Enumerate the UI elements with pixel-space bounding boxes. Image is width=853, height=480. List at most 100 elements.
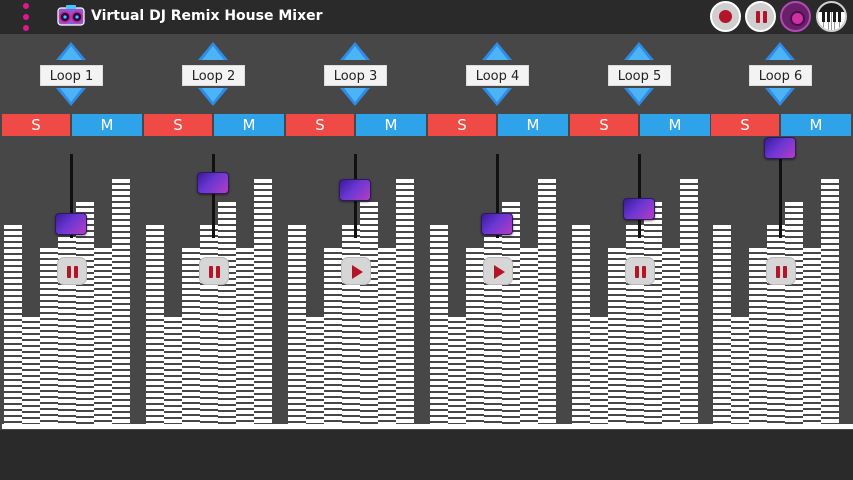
eq-bar <box>236 248 254 424</box>
solo-button[interactable]: S <box>286 114 354 136</box>
channel-loop-3: Loop 3 S M <box>286 34 428 429</box>
eq-bar <box>164 317 182 424</box>
channel-loop-6: Loop 6 S M <box>711 34 853 429</box>
eq-base-line <box>711 424 853 429</box>
eq-bar <box>821 179 839 424</box>
eq-bar <box>448 317 466 424</box>
solo-mute-row: S M <box>570 114 710 136</box>
eq-bar <box>608 248 626 424</box>
eq-bar <box>288 225 306 424</box>
volume-fader-track[interactable] <box>212 154 215 238</box>
loop-pause-button[interactable] <box>57 257 87 285</box>
eq-base-line <box>144 424 286 429</box>
eq-bar <box>254 179 272 424</box>
eq-bar <box>342 225 360 424</box>
loop-selector-label[interactable]: Loop 1 <box>40 65 103 86</box>
mute-button[interactable]: M <box>640 114 710 136</box>
volume-fader-track[interactable] <box>70 154 73 238</box>
loop-prev-arrow-icon[interactable] <box>340 88 370 106</box>
loop-play-button[interactable] <box>483 257 513 285</box>
eq-bar <box>430 225 448 424</box>
loop-pause-button[interactable] <box>625 257 655 285</box>
eq-bar <box>94 248 112 424</box>
eq-bar <box>502 202 520 424</box>
eq-bar <box>749 248 767 424</box>
solo-button[interactable]: S <box>428 114 496 136</box>
mute-button[interactable]: M <box>214 114 284 136</box>
loop-next-arrow-icon[interactable] <box>340 42 370 60</box>
eq-bar <box>538 179 556 424</box>
volume-fader-knob[interactable] <box>623 198 655 220</box>
record-button[interactable] <box>710 1 741 32</box>
eq-bar <box>644 202 662 424</box>
loop-selector-label[interactable]: Loop 3 <box>324 65 387 86</box>
loop-prev-arrow-icon[interactable] <box>624 88 654 106</box>
eq-bar <box>58 225 76 424</box>
loop-selector-label[interactable]: Loop 6 <box>749 65 812 86</box>
loop-next-arrow-icon[interactable] <box>624 42 654 60</box>
solo-mute-row: S M <box>286 114 426 136</box>
channel-loop-2: Loop 2 S M <box>144 34 286 429</box>
loop-next-arrow-icon[interactable] <box>482 42 512 60</box>
eq-base-line <box>428 424 570 429</box>
eq-bar <box>146 225 164 424</box>
solo-mute-row: S M <box>144 114 284 136</box>
loop-next-arrow-icon[interactable] <box>56 42 86 60</box>
solo-mute-row: S M <box>711 114 851 136</box>
solo-button[interactable]: S <box>144 114 212 136</box>
solo-button[interactable]: S <box>2 114 70 136</box>
eq-bar <box>182 248 200 424</box>
volume-fader-knob[interactable] <box>197 172 229 194</box>
mute-button[interactable]: M <box>356 114 426 136</box>
loop-next-arrow-icon[interactable] <box>765 42 795 60</box>
loop-selector-label[interactable]: Loop 5 <box>608 65 671 86</box>
mute-button[interactable]: M <box>72 114 142 136</box>
eq-base-line <box>2 424 144 429</box>
dj-boombox-icon <box>57 5 85 26</box>
loop-play-button[interactable] <box>341 257 371 285</box>
mute-button[interactable]: M <box>498 114 568 136</box>
solo-mute-row: S M <box>2 114 142 136</box>
loop-selector-label[interactable]: Loop 2 <box>182 65 245 86</box>
loop-prev-arrow-icon[interactable] <box>198 88 228 106</box>
eq-base-line <box>570 424 712 429</box>
eq-bar <box>378 248 396 424</box>
volume-fader-track[interactable] <box>779 154 782 238</box>
vinyl-disc-button[interactable] <box>780 1 811 32</box>
eq-bar <box>572 225 590 424</box>
solo-button[interactable]: S <box>570 114 638 136</box>
eq-bar <box>590 317 608 424</box>
eq-bar <box>520 248 538 424</box>
eq-bar <box>466 248 484 424</box>
volume-fader-track[interactable] <box>638 154 641 238</box>
loop-pause-button[interactable] <box>199 257 229 285</box>
loop-next-arrow-icon[interactable] <box>198 42 228 60</box>
eq-bar <box>218 202 236 424</box>
eq-bar <box>396 179 414 424</box>
eq-bar <box>785 202 803 424</box>
volume-fader-knob[interactable] <box>764 137 796 159</box>
loop-prev-arrow-icon[interactable] <box>482 88 512 106</box>
eq-bar <box>306 317 324 424</box>
eq-bar <box>112 179 130 424</box>
eq-bar <box>662 248 680 424</box>
loop-prev-arrow-icon[interactable] <box>56 88 86 106</box>
loop-pause-button[interactable] <box>766 257 796 285</box>
volume-fader-knob[interactable] <box>339 179 371 201</box>
volume-fader-knob[interactable] <box>481 213 513 235</box>
app-title: Virtual DJ Remix House Mixer <box>91 8 323 24</box>
eq-bar <box>731 317 749 424</box>
loop-prev-arrow-icon[interactable] <box>765 88 795 106</box>
loop-selector-label[interactable]: Loop 4 <box>466 65 529 86</box>
eq-bar <box>484 225 502 424</box>
solo-button[interactable]: S <box>711 114 779 136</box>
mute-button[interactable]: M <box>781 114 851 136</box>
volume-fader-track[interactable] <box>496 154 499 238</box>
piano-keys-button[interactable] <box>816 1 847 32</box>
pause-all-button[interactable] <box>745 1 776 32</box>
eq-bar <box>324 248 342 424</box>
eq-bar <box>4 225 22 424</box>
volume-fader-knob[interactable] <box>55 213 87 235</box>
overflow-menu-icon[interactable] <box>20 3 32 31</box>
eq-bar <box>22 317 40 424</box>
